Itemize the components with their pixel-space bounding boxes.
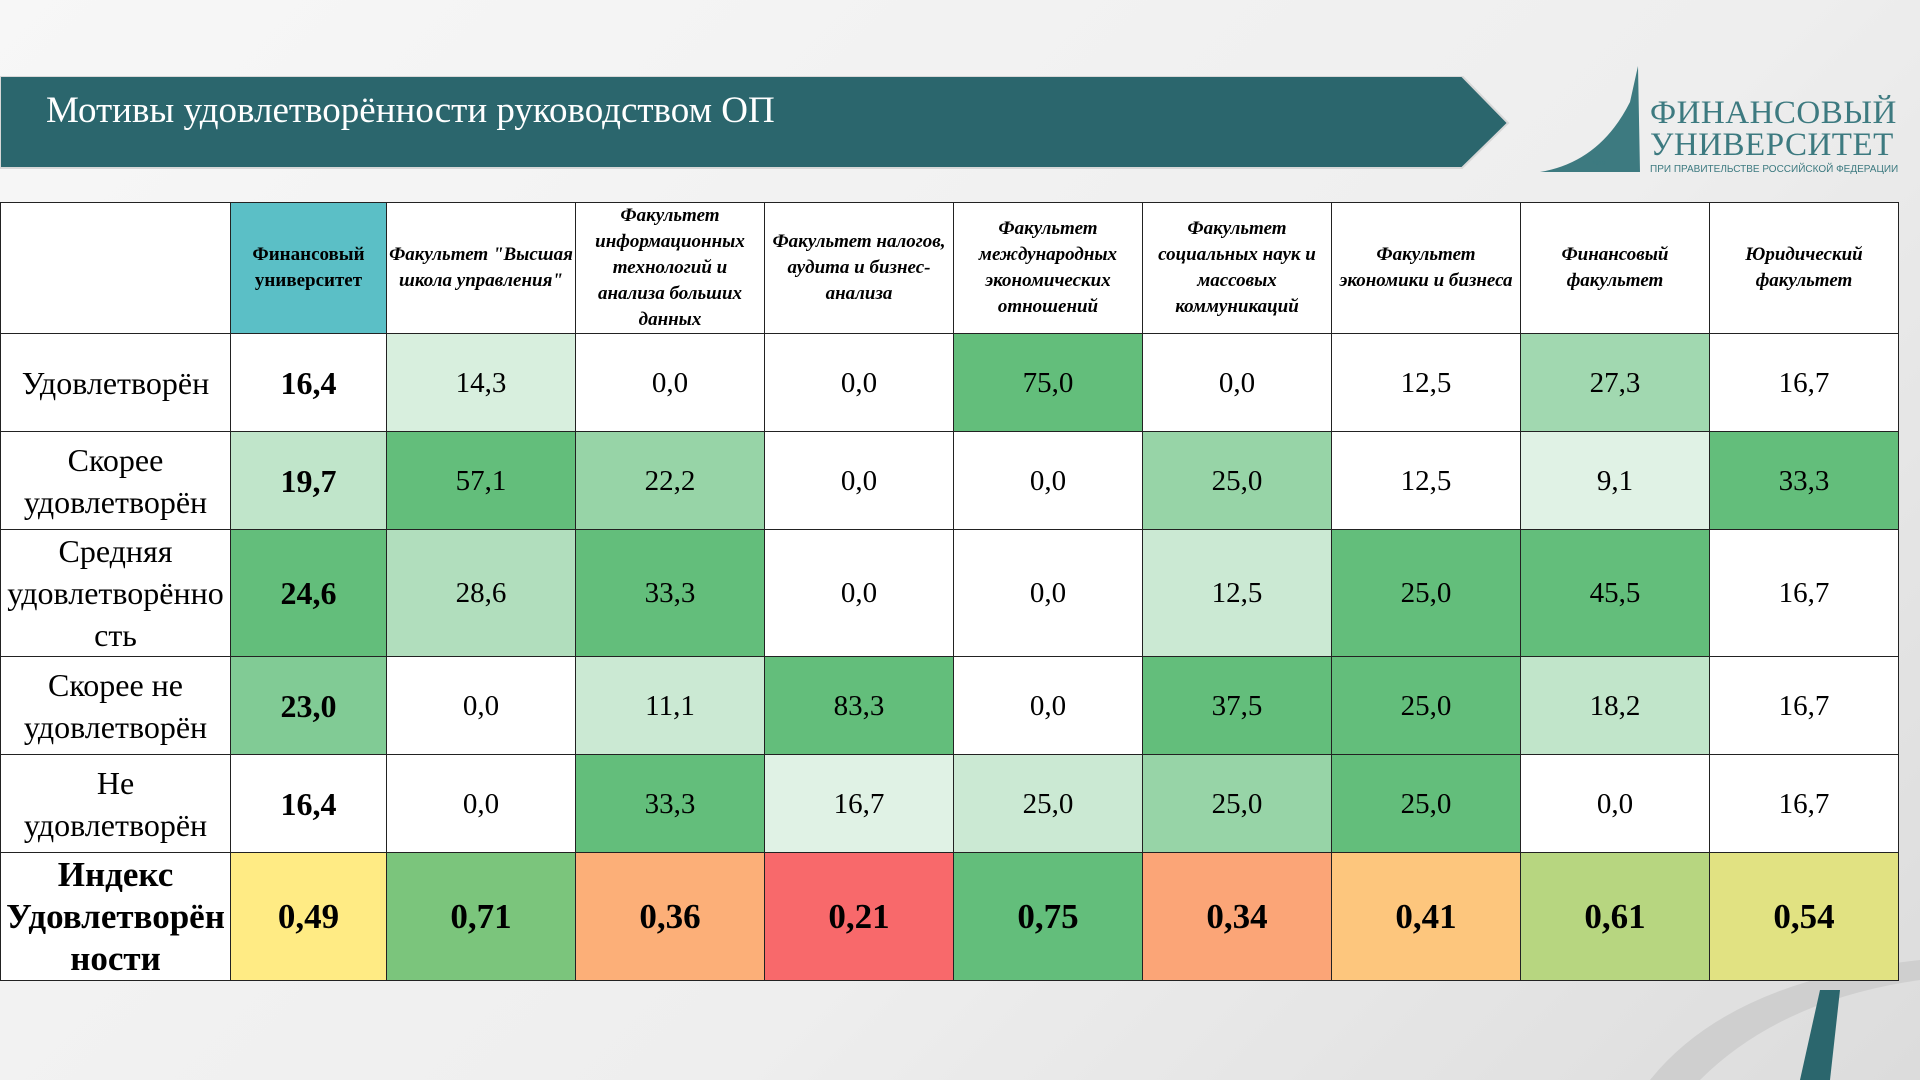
table-cell: 25,0	[1142, 754, 1332, 853]
table-cell: 25,0	[953, 754, 1143, 853]
table-cell: 25,0	[1331, 656, 1521, 755]
table-cell: 16,7	[1709, 656, 1899, 755]
index-cell: 0,34	[1142, 852, 1332, 981]
table-cell: 0,0	[575, 333, 765, 432]
column-header: Финансовый факультет	[1520, 202, 1710, 334]
table-cell: 75,0	[953, 333, 1143, 432]
index-cell: 0,41	[1331, 852, 1521, 981]
table-cell: 0,0	[386, 656, 576, 755]
table-cell: 0,0	[1520, 754, 1710, 853]
row-label: Скорее удовлетворён	[0, 431, 231, 530]
index-cell: 0,54	[1709, 852, 1899, 981]
index-cell: 0,21	[764, 852, 954, 981]
table-cell: 45,5	[1520, 529, 1710, 657]
table-cell: 0,0	[386, 754, 576, 853]
table-cell: 12,5	[1331, 431, 1521, 530]
table-cell: 16,7	[764, 754, 954, 853]
index-cell: 0,61	[1520, 852, 1710, 981]
column-header: Юридический факультет	[1709, 202, 1899, 334]
row-label: Средняя удовлетворённость	[0, 529, 231, 657]
logo-subtitle: ПРИ ПРАВИТЕЛЬСТВЕ РОССИЙСКОЙ ФЕДЕРАЦИИ	[1650, 164, 1899, 175]
table-cell: 0,0	[764, 529, 954, 657]
table-cell: 0,0	[1142, 333, 1332, 432]
table-cell: 9,1	[1520, 431, 1710, 530]
column-header: Факультет налогов, аудита и бизнес-анали…	[764, 202, 954, 334]
table-cell: 83,3	[764, 656, 954, 755]
table-cell: 0,0	[953, 431, 1143, 530]
data-table: Финансовый университет Факультет "Высшая …	[0, 202, 1899, 981]
column-header: Факультет экономики и бизнеса	[1331, 202, 1521, 334]
row-label: Не удовлетворён	[0, 754, 231, 853]
table-cell: 25,0	[1331, 529, 1521, 657]
table-cell: 24,6	[230, 529, 387, 657]
row-label: Индекс Удовлетворённости	[0, 852, 231, 981]
logo: 1919 ФИНАНСОВЫЙ УНИВЕРСИТЕТ ПРИ ПРАВИТЕЛ…	[1530, 62, 1910, 182]
index-cell: 0,71	[386, 852, 576, 981]
corner-cell	[0, 202, 231, 334]
table-cell: 12,5	[1331, 333, 1521, 432]
table-cell: 16,4	[230, 754, 387, 853]
logo-text: ФИНАНСОВЫЙ	[1650, 95, 1897, 131]
table-cell: 18,2	[1520, 656, 1710, 755]
row-label: Удовлетворён	[0, 333, 231, 432]
table-cell: 22,2	[575, 431, 765, 530]
logo-mark	[1540, 66, 1640, 172]
column-header: Факультет международных экономических от…	[953, 202, 1143, 334]
table-cell: 25,0	[1331, 754, 1521, 853]
table-cell: 19,7	[230, 431, 387, 530]
table-cell: 14,3	[386, 333, 576, 432]
index-cell: 0,75	[953, 852, 1143, 981]
table-cell: 33,3	[575, 529, 765, 657]
table-cell: 37,5	[1142, 656, 1332, 755]
table-cell: 0,0	[764, 333, 954, 432]
table-cell: 12,5	[1142, 529, 1332, 657]
index-cell: 0,49	[230, 852, 387, 981]
slide-title: Мотивы удовлетворённости руководством ОП	[46, 90, 775, 131]
title-banner	[0, 76, 1510, 169]
decor-swoosh	[1650, 960, 1920, 1080]
column-header: Факультет "Высшая школа управления"	[386, 202, 576, 334]
table-cell: 0,0	[953, 529, 1143, 657]
table-cell: 16,7	[1709, 333, 1899, 432]
table-cell: 16,7	[1709, 754, 1899, 853]
table-cell: 23,0	[230, 656, 387, 755]
table-cell: 0,0	[764, 431, 954, 530]
column-header: Факультет информационных технологий и ан…	[575, 202, 765, 334]
logo-year: 1919	[1592, 161, 1606, 167]
row-label: Скорее не удовлетворён	[0, 656, 231, 755]
table-cell: 57,1	[386, 431, 576, 530]
table-cell: 25,0	[1142, 431, 1332, 530]
table-cell: 27,3	[1520, 333, 1710, 432]
table-cell: 0,0	[953, 656, 1143, 755]
table-cell: 11,1	[575, 656, 765, 755]
logo-text: УНИВЕРСИТЕТ	[1650, 127, 1894, 163]
table-cell: 33,3	[1709, 431, 1899, 530]
table-cell: 16,7	[1709, 529, 1899, 657]
index-cell: 0,36	[575, 852, 765, 981]
column-header: Факультет социальных наук и массовых ком…	[1142, 202, 1332, 334]
table-cell: 16,4	[230, 333, 387, 432]
table-cell: 33,3	[575, 754, 765, 853]
table-cell: 28,6	[386, 529, 576, 657]
column-header: Финансовый университет	[230, 202, 387, 334]
